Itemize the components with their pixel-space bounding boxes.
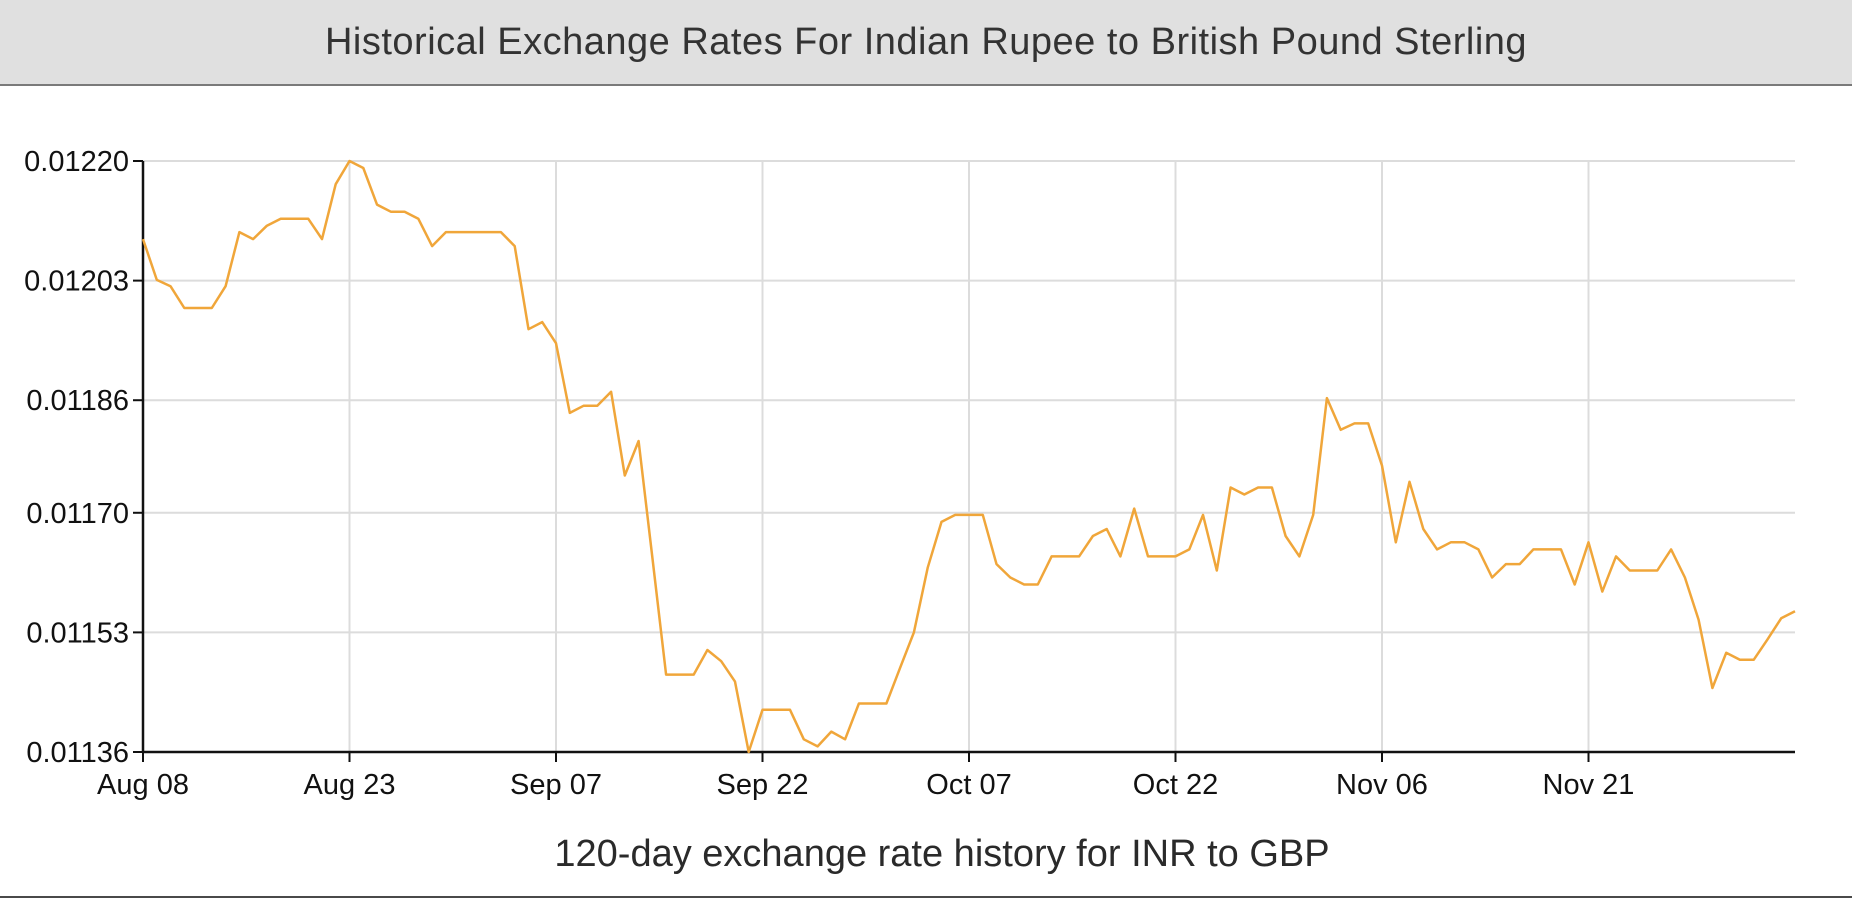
- series-layer: [141, 159, 1796, 754]
- x-tick-label: Nov 06: [1336, 769, 1428, 801]
- x-axis-caption: 120-day exchange rate history for INR to…: [554, 833, 1329, 875]
- y-tick-label: 0.01220: [24, 146, 129, 178]
- y-tick-label: 0.01186: [26, 385, 129, 417]
- series-line: [141, 159, 1796, 754]
- x-tick-label: Nov 21: [1543, 769, 1635, 801]
- x-tick-label: Aug 08: [97, 769, 189, 801]
- x-tick-label: Oct 07: [926, 769, 1011, 801]
- x-tick-label: Aug 23: [304, 769, 396, 801]
- axis-layer: [133, 160, 1795, 762]
- x-tick-label: Sep 22: [717, 769, 809, 801]
- label-layer: 0.01220 0.01203 0.01186 0.01170 0.01153 0.011…: [24, 146, 1634, 801]
- y-tick-label: 0.01170: [26, 498, 129, 530]
- x-tick-label: Oct 22: [1133, 769, 1218, 801]
- y-tick-label: 0.01153: [26, 617, 129, 649]
- chart-title: Historical Exchange Rates For Indian Rup…: [324, 20, 1528, 63]
- x-tick-label: Sep 07: [510, 769, 602, 801]
- y-tick-label: 0.01136: [26, 737, 129, 769]
- grid-layer: [143, 160, 1795, 753]
- y-tick-label: 0.01203: [24, 266, 129, 298]
- title-bar: Historical Exchange Rates For Indian Rup…: [0, 0, 1852, 86]
